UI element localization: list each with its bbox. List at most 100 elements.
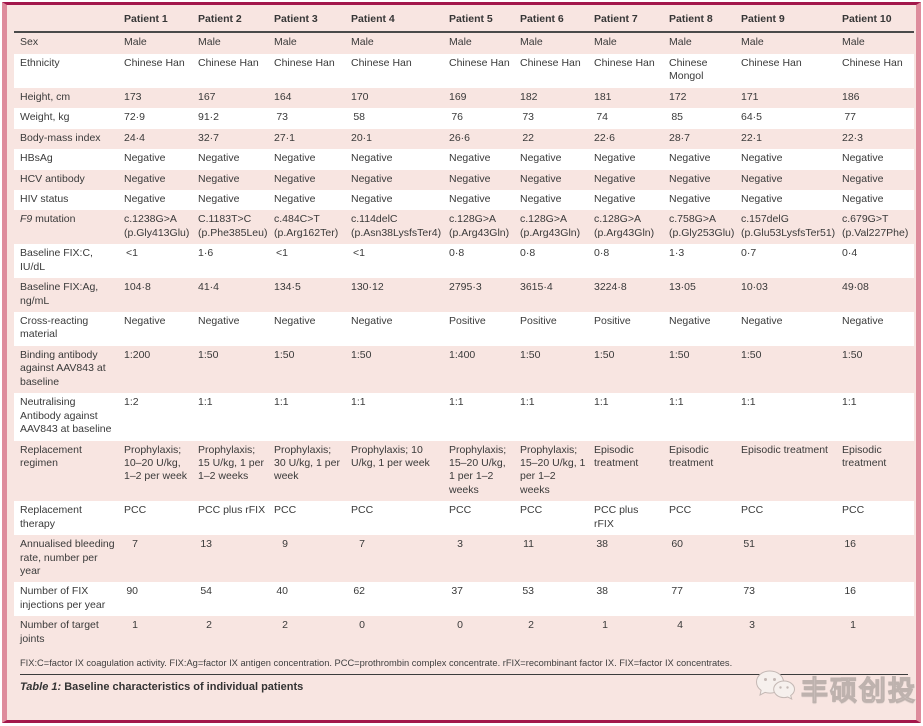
cell: 2 xyxy=(514,616,588,650)
cell: c.679G>T (p.Val227Phe) xyxy=(842,213,909,239)
cell: 27·1 xyxy=(268,129,345,149)
cell: Positive xyxy=(449,315,486,327)
cell: Chinese Han xyxy=(449,56,510,69)
cell: Prophylaxis; 15–20 U/kg, 1 per 1–2 weeks xyxy=(449,443,507,496)
cell: 134·5 xyxy=(268,278,345,312)
cell: 49·08 xyxy=(836,278,914,312)
cell: PCC xyxy=(520,504,543,517)
cell: Chinese Han xyxy=(520,56,581,69)
cell: 58 xyxy=(345,108,443,128)
cell-value: 104·8 xyxy=(124,281,151,294)
row-label: Binding antibody against AAV843 at basel… xyxy=(20,348,106,388)
cell: 90 xyxy=(118,582,192,616)
cell: Male xyxy=(449,36,472,49)
cell: 3 xyxy=(443,535,514,582)
cell: 1:50 xyxy=(663,346,735,393)
cell: 1·6 xyxy=(192,244,268,278)
cell-value: 64·5 xyxy=(741,111,763,124)
cell-value: 32·7 xyxy=(198,131,220,144)
cell-value: 3 xyxy=(749,619,755,632)
cell-value: <1 xyxy=(126,247,138,260)
cell-value: 77 xyxy=(671,585,683,598)
cell-value: 1:50 xyxy=(274,348,295,361)
cell: Chinese Han xyxy=(274,56,335,69)
cell: 182 xyxy=(514,88,588,108)
cell: 74 xyxy=(588,108,663,128)
cell: 22·1 xyxy=(735,129,836,149)
table-row: Number of target joints 1 2 2 0 0 2 1 4 3 1 xyxy=(14,616,914,651)
cell: Chinese Han xyxy=(741,56,802,69)
cell-value: 40 xyxy=(276,585,288,598)
cell-value: <1 xyxy=(353,247,365,260)
cell-value: 1 xyxy=(602,619,608,632)
cell: 76 xyxy=(443,108,514,128)
cell: Negative xyxy=(198,152,240,165)
cell: 2795·3 xyxy=(443,278,514,312)
cell: 0 xyxy=(443,616,514,650)
cell-value: 27·1 xyxy=(274,131,296,144)
cell: Episodic treatment xyxy=(669,443,714,469)
cell: Episodic treatment xyxy=(842,443,887,469)
table-caption-number: Table 1: xyxy=(20,681,62,694)
cell: 0·8 xyxy=(514,244,588,278)
cell-value: 2 xyxy=(206,619,212,632)
cell: 54 xyxy=(192,582,268,616)
cell: 9 xyxy=(268,535,345,582)
cell: 130·12 xyxy=(345,278,443,312)
table-row: Weight, kg 72·9 91·2 73 58 76 73 74 85 64·5 77 xyxy=(14,108,914,129)
cell-value: 72·9 xyxy=(124,111,146,124)
cell-value: 38 xyxy=(596,538,608,551)
cell: Male xyxy=(741,36,764,49)
cell: 91·2 xyxy=(192,108,268,128)
cell: Episodic treatment xyxy=(741,443,828,456)
row-label: Number of target joints xyxy=(20,619,99,645)
patient-column-header: Patient 5 xyxy=(443,5,514,34)
cell-value: 1:1 xyxy=(669,396,684,409)
cell: 1:50 xyxy=(345,346,443,393)
cell: 1:50 xyxy=(735,346,836,393)
cell: 28·7 xyxy=(663,129,735,149)
cell: 1 xyxy=(118,616,192,650)
baseline-characteristics-table: Patient 1 Patient 2 Patient 3 Patient 4 Pati… xyxy=(14,5,914,651)
cell: 1·3 xyxy=(663,244,735,278)
cell-value: 169 xyxy=(449,90,467,103)
cell-value: 1:1 xyxy=(274,396,289,409)
cell: PCC plus rFIX xyxy=(198,504,266,517)
row-label: HBsAg xyxy=(20,152,53,165)
cell-value: 1:50 xyxy=(520,348,541,361)
cell: Negative xyxy=(449,152,491,165)
table-row: Body-mass index 24·4 32·7 27·1 20·1 26·6 22 22·… xyxy=(14,128,914,150)
gene-symbol: F9 xyxy=(20,213,33,226)
patient-column-header: Patient 7 xyxy=(588,5,663,34)
cell: 60 xyxy=(663,535,735,582)
cell: Negative xyxy=(741,192,783,205)
cell: 172 xyxy=(663,88,735,108)
cell: 170 xyxy=(345,88,443,108)
cell-value: 91·2 xyxy=(198,111,220,124)
table-caption: Table 1: Baseline characteristics of ind… xyxy=(14,675,909,693)
cell: Chinese Han xyxy=(351,56,412,69)
cell-value: 85 xyxy=(671,111,683,124)
cell-value: 0·8 xyxy=(520,247,536,260)
cell: 11 xyxy=(514,535,588,582)
row-label: Number of FIX injections per year xyxy=(20,585,106,611)
cell: 24·4 xyxy=(118,129,192,149)
cell: Negative xyxy=(198,172,240,185)
cell: 181 xyxy=(588,88,663,108)
watermark-text: 丰硕创投 xyxy=(801,676,917,707)
cell: 1:1 xyxy=(836,393,914,440)
row-label: Ethnicity xyxy=(20,56,60,69)
cell: Prophylaxis; 10–20 U/kg, 1–2 per week xyxy=(124,443,188,483)
cell-value: 53 xyxy=(522,585,534,598)
cell-value: 170 xyxy=(351,90,369,103)
cell: Negative xyxy=(741,152,783,165)
row-label: Replacement regimen xyxy=(20,443,82,469)
row-label-column-header xyxy=(14,5,118,34)
cell: Negative xyxy=(842,152,884,165)
cell-value: 1:200 xyxy=(124,348,151,361)
cell: 1 xyxy=(588,616,663,650)
cell-value: 74 xyxy=(596,111,608,124)
table-row: Replacement therapy PCC PCC plus rFIX PCC PC… xyxy=(14,501,914,536)
cell: Prophylaxis; 30 U/kg, 1 per week xyxy=(274,443,340,483)
cell: c.128G>A (p.Arg43Gln) xyxy=(449,213,510,239)
